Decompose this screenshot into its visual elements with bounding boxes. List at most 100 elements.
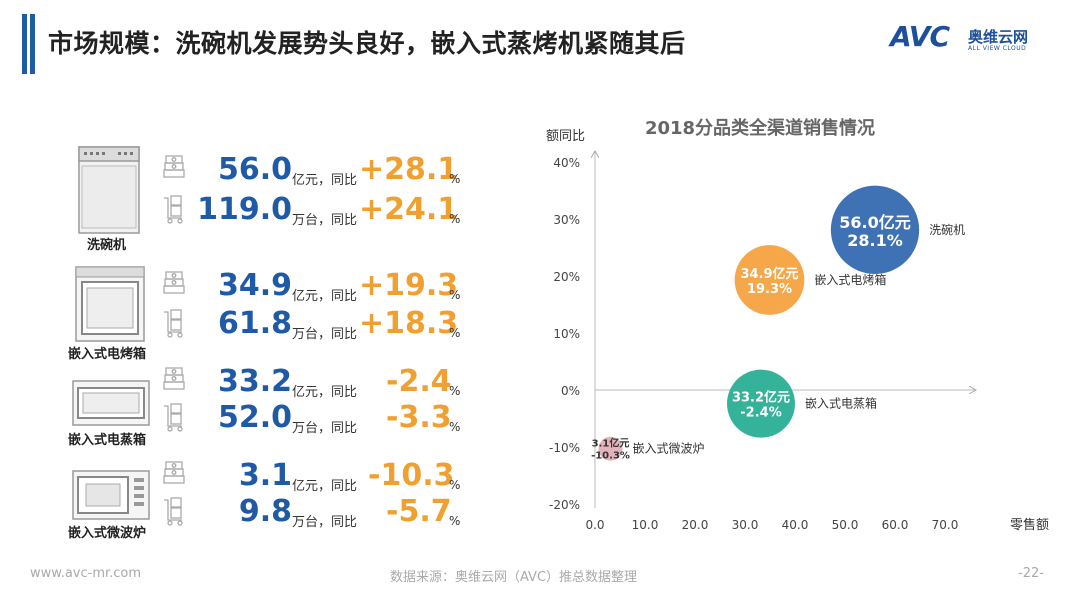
y-tick-label: -10% <box>549 441 580 455</box>
bubble-name-label: 嵌入式微波炉 <box>633 442 705 456</box>
bubble-chart: 2018分品类全渠道销售情况 额同比 零售额 -20% -10% 0% 10% 20% 3… <box>540 110 1070 550</box>
logo-brand: AVC <box>890 20 950 53</box>
bubble-yoy-label: 19.3% <box>747 282 792 297</box>
sales-pct: % <box>449 288 461 302</box>
bubble-circle <box>598 436 623 461</box>
sales-pct: % <box>449 172 461 186</box>
footer-website[interactable]: www.avc-mr.com <box>30 566 142 581</box>
x-tick-label: 10.0 <box>632 518 659 532</box>
money-icon <box>162 460 186 490</box>
sales-value: 34.9 <box>217 268 292 303</box>
bubble-circle <box>734 245 805 315</box>
sales-yoy: -2.4 <box>386 364 452 399</box>
money-icon <box>162 366 186 396</box>
footer-source: 数据来源：奥维云网（AVC）推总数据整理 <box>390 570 638 585</box>
bubble: 3.1亿元-10.3%嵌入式微波炉 <box>591 436 705 462</box>
bubble-value-label: 34.9亿元 <box>740 266 798 282</box>
x-tick-label: 0.0 <box>585 518 604 532</box>
cart-box-icon <box>162 496 186 530</box>
avc-logo: AVC 奥维云网 ALL VIEW CLOUD <box>890 20 1060 56</box>
page-number: -22- <box>1018 566 1044 581</box>
sales-value: 3.1 <box>238 458 292 493</box>
volume-yoy: -3.3 <box>386 400 452 435</box>
sales-unit: 亿元，同比 <box>292 173 358 188</box>
x-axis-label: 零售额 <box>1010 517 1049 533</box>
steamer-icon <box>72 380 150 430</box>
bubble-chart-svg: 2018分品类全渠道销售情况 额同比 零售额 -20% -10% 0% 10% 20% 3… <box>546 117 1049 533</box>
logo-cn-name: 奥维云网 <box>968 28 1029 46</box>
bubble-name-label: 嵌入式电蒸箱 <box>805 396 877 411</box>
sales-value: 56.0 <box>217 152 292 187</box>
sales-unit: 亿元，同比 <box>292 385 358 400</box>
cart-box-icon <box>162 194 186 228</box>
x-tick-label: 20.0 <box>682 518 709 532</box>
bubble-name-label: 嵌入式电烤箱 <box>814 272 886 287</box>
product-name-microwave: 嵌入式微波炉 <box>68 526 147 541</box>
sales-yoy: -10.3 <box>368 458 455 493</box>
volume-value: 61.8 <box>217 306 292 341</box>
sales-row: 3.1 亿元，同比 -10.3 % <box>162 458 492 496</box>
bubble-value-label: 3.1亿元 <box>592 437 630 450</box>
volume-pct: % <box>449 514 461 528</box>
y-tick-label: 20% <box>553 270 580 284</box>
volume-pct: % <box>449 326 461 340</box>
bubble-yoy-label: 28.1% <box>847 231 903 250</box>
money-icon <box>162 154 186 184</box>
sales-unit: 亿元，同比 <box>292 289 358 304</box>
dishwasher-icon <box>78 146 140 238</box>
bubble: 33.2亿元-2.4% 嵌入式电蒸箱 <box>727 369 877 438</box>
sales-yoy: +28.1 <box>359 152 459 187</box>
y-tick-label: -20% <box>549 498 580 512</box>
volume-value: 52.0 <box>217 400 292 435</box>
volume-unit: 万台，同比 <box>292 421 358 436</box>
bubble-value-label: 33.2亿元 <box>732 390 790 406</box>
volume-row: 119.0 万台，同比 +24.1 % <box>162 192 492 230</box>
bubble-circle <box>830 185 920 274</box>
chart-title: 2018分品类全渠道销售情况 <box>645 117 875 139</box>
sales-row: 56.0 亿元，同比 +28.1 % <box>162 152 492 190</box>
volume-pct: % <box>449 420 461 434</box>
x-tick-label: 60.0 <box>882 518 909 532</box>
cart-box-icon <box>162 308 186 342</box>
sales-pct: % <box>449 384 461 398</box>
volume-unit: 万台，同比 <box>292 327 358 342</box>
bubble-value-label: 56.0亿元 <box>839 213 910 232</box>
y-axis-label: 额同比 <box>546 129 585 144</box>
microwave-icon <box>72 470 150 524</box>
bubble-yoy-label: -10.3% <box>591 451 630 462</box>
sales-row: 34.9 亿元，同比 +19.3 % <box>162 268 492 306</box>
title-accent-bar <box>22 14 36 74</box>
sales-yoy: +19.3 <box>359 268 459 303</box>
product-name-oven: 嵌入式电烤箱 <box>68 347 147 362</box>
sales-unit: 亿元，同比 <box>292 479 358 494</box>
y-tick-label: 0% <box>561 384 580 398</box>
oven-icon <box>75 266 145 346</box>
y-tick-label: 30% <box>553 213 580 227</box>
product-name-dishwasher: 洗碗机 <box>87 238 127 253</box>
money-icon <box>162 270 186 300</box>
volume-row: 9.8 万台，同比 -5.7 % <box>162 494 492 532</box>
volume-unit: 万台，同比 <box>292 515 358 530</box>
bubble-yoy-label: -2.4% <box>740 406 781 421</box>
x-tick-label: 30.0 <box>732 518 759 532</box>
x-tick-label: 70.0 <box>932 518 959 532</box>
x-tick-label: 50.0 <box>832 518 859 532</box>
product-name-steamer: 嵌入式电蒸箱 <box>68 433 147 448</box>
volume-pct: % <box>449 212 461 226</box>
y-tick-label: 40% <box>553 156 580 170</box>
volume-unit: 万台，同比 <box>292 213 358 228</box>
logo-en-name: ALL VIEW CLOUD <box>968 45 1027 52</box>
cart-box-icon <box>162 402 186 436</box>
page-title: 市场规模：洗碗机发展势头良好，嵌入式蒸烤机紧随其后 <box>48 29 686 58</box>
x-tick-label: 40.0 <box>782 518 809 532</box>
sales-value: 33.2 <box>217 364 292 399</box>
volume-value: 119.0 <box>197 192 292 227</box>
volume-yoy: +24.1 <box>359 192 459 227</box>
volume-yoy: +18.3 <box>359 306 459 341</box>
volume-value: 9.8 <box>238 494 292 529</box>
sales-pct: % <box>449 478 461 492</box>
volume-yoy: -5.7 <box>386 494 452 529</box>
sales-row: 33.2 亿元，同比 -2.4 % <box>162 364 492 402</box>
